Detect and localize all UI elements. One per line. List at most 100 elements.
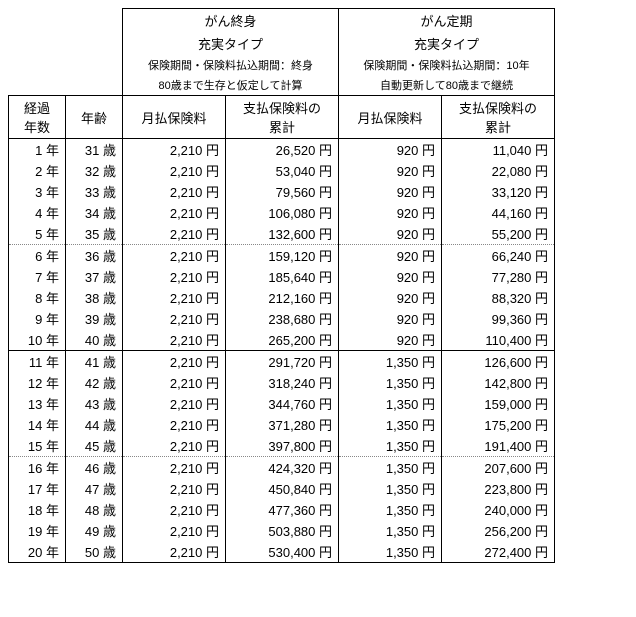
cell-c2: 142,800 円 [442,372,555,393]
plan2-title2: 充実タイプ [339,32,555,55]
cell-p1: 2,210 円 [123,541,226,563]
cell-years: 2 年 [9,160,66,181]
cell-c1: 530,400 円 [226,541,339,563]
cell-p2: 920 円 [339,266,442,287]
cell-years: 1 年 [9,139,66,161]
cell-c1: 424,320 円 [226,457,339,479]
blank-header [9,9,123,33]
cell-age: 39 歳 [66,308,123,329]
cell-years: 10 年 [9,329,66,351]
table-row: 9 年39 歳2,210 円238,680 円920 円99,360 円 [9,308,555,329]
cell-c2: 272,400 円 [442,541,555,563]
plan1-sub1: 保険期間・保険料払込期間：終身 [123,55,339,75]
cell-age: 43 歳 [66,393,123,414]
cell-age: 47 歳 [66,478,123,499]
cell-p2: 920 円 [339,329,442,351]
cell-p1: 2,210 円 [123,351,226,373]
cell-years: 12 年 [9,372,66,393]
cell-p1: 2,210 円 [123,202,226,223]
cell-p1: 2,210 円 [123,457,226,479]
cell-c1: 185,640 円 [226,266,339,287]
cell-years: 19 年 [9,520,66,541]
cell-age: 48 歳 [66,499,123,520]
cell-years: 18 年 [9,499,66,520]
cell-p2: 1,350 円 [339,457,442,479]
cell-age: 32 歳 [66,160,123,181]
cell-p2: 1,350 円 [339,351,442,373]
table-row: 6 年36 歳2,210 円159,120 円920 円66,240 円 [9,245,555,267]
col-header-years: 経過年数 [9,96,66,139]
cell-c2: 44,160 円 [442,202,555,223]
cell-age: 50 歳 [66,541,123,563]
cell-c1: 79,560 円 [226,181,339,202]
table-row: 14 年44 歳2,210 円371,280 円1,350 円175,200 円 [9,414,555,435]
cell-years: 20 年 [9,541,66,563]
cell-years: 16 年 [9,457,66,479]
table-row: 2 年32 歳2,210 円53,040 円920 円22,080 円 [9,160,555,181]
cell-years: 7 年 [9,266,66,287]
cell-age: 41 歳 [66,351,123,373]
cell-age: 36 歳 [66,245,123,267]
table-row: 15 年45 歳2,210 円397,800 円1,350 円191,400 円 [9,435,555,457]
cell-p1: 2,210 円 [123,414,226,435]
cell-p2: 1,350 円 [339,520,442,541]
cell-c2: 55,200 円 [442,223,555,245]
cell-c2: 66,240 円 [442,245,555,267]
cell-age: 31 歳 [66,139,123,161]
plan1-title2: 充実タイプ [123,32,339,55]
cell-years: 3 年 [9,181,66,202]
cell-p1: 2,210 円 [123,287,226,308]
cell-c1: 212,160 円 [226,287,339,308]
cell-years: 17 年 [9,478,66,499]
cell-p2: 920 円 [339,181,442,202]
table-row: 3 年33 歳2,210 円79,560 円920 円33,120 円 [9,181,555,202]
plan2-title1: がん定期 [339,9,555,33]
cell-c2: 33,120 円 [442,181,555,202]
cell-p1: 2,210 円 [123,329,226,351]
cell-p1: 2,210 円 [123,139,226,161]
cell-age: 46 歳 [66,457,123,479]
cell-p1: 2,210 円 [123,393,226,414]
table-row: 13 年43 歳2,210 円344,760 円1,350 円159,000 円 [9,393,555,414]
cell-c1: 318,240 円 [226,372,339,393]
cell-c1: 53,040 円 [226,160,339,181]
cell-c2: 99,360 円 [442,308,555,329]
col-header-cumulative-1: 支払保険料の累計 [226,96,339,139]
cell-c1: 106,080 円 [226,202,339,223]
cell-age: 45 歳 [66,435,123,457]
cell-c2: 256,200 円 [442,520,555,541]
cell-p1: 2,210 円 [123,499,226,520]
cell-p2: 920 円 [339,202,442,223]
table-row: 7 年37 歳2,210 円185,640 円920 円77,280 円 [9,266,555,287]
cell-c1: 503,880 円 [226,520,339,541]
cell-years: 5 年 [9,223,66,245]
table-row: 16 年46 歳2,210 円424,320 円1,350 円207,600 円 [9,457,555,479]
table-row: 10 年40 歳2,210 円265,200 円920 円110,400 円 [9,329,555,351]
plan2-sub2: 自動更新して80歳まで継続 [339,75,555,96]
cell-p1: 2,210 円 [123,223,226,245]
cell-c2: 175,200 円 [442,414,555,435]
cell-p2: 920 円 [339,245,442,267]
table-row: 20 年50 歳2,210 円530,400 円1,350 円272,400 円 [9,541,555,563]
table-row: 19 年49 歳2,210 円503,880 円1,350 円256,200 円 [9,520,555,541]
cell-c1: 26,520 円 [226,139,339,161]
cell-c1: 265,200 円 [226,329,339,351]
table-body: 1 年31 歳2,210 円26,520 円920 円11,040 円2 年32… [9,139,555,563]
plan1-sub2: 80歳まで生存と仮定して計算 [123,75,339,96]
cell-age: 42 歳 [66,372,123,393]
cell-years: 14 年 [9,414,66,435]
cell-years: 15 年 [9,435,66,457]
cell-c2: 22,080 円 [442,160,555,181]
table-row: 18 年48 歳2,210 円477,360 円1,350 円240,000 円 [9,499,555,520]
cell-p1: 2,210 円 [123,160,226,181]
cell-c2: 11,040 円 [442,139,555,161]
cell-p2: 1,350 円 [339,435,442,457]
cell-years: 11 年 [9,351,66,373]
cell-c2: 110,400 円 [442,329,555,351]
cell-c1: 371,280 円 [226,414,339,435]
cell-p2: 1,350 円 [339,478,442,499]
cell-c1: 159,120 円 [226,245,339,267]
cell-age: 37 歳 [66,266,123,287]
col-header-cumulative-2: 支払保険料の累計 [442,96,555,139]
cell-c2: 88,320 円 [442,287,555,308]
